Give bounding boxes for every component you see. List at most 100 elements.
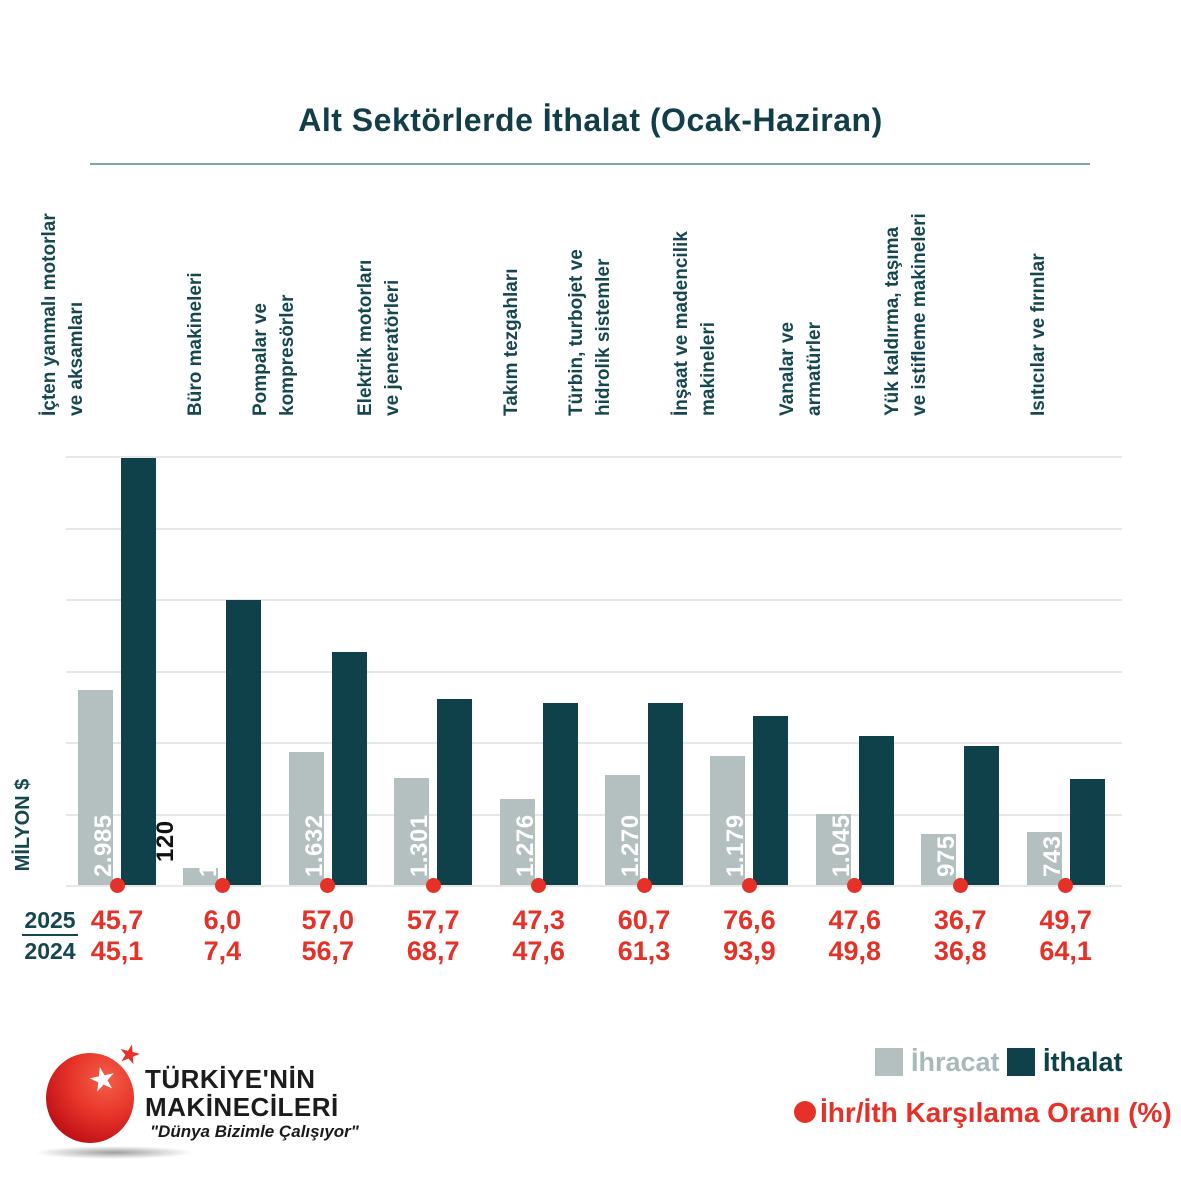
category-label: Vanalar ve armatürler <box>776 321 825 416</box>
category-label: Pompalar ve kompresörler <box>249 294 298 416</box>
value-label-ihracat: 369 <box>995 835 1023 877</box>
ratio-2025-value: 45,7 <box>90 905 144 935</box>
ratio-2025-value: 6,0 <box>203 905 242 935</box>
value-label-ihracat: 770 <box>574 835 601 877</box>
category-label: İçten yanmalı motorlar ve aksamları <box>39 213 87 416</box>
bar-ithalat <box>964 745 1000 885</box>
ratio-row-2025-label: 2025 <box>24 907 76 933</box>
logo-shadow <box>34 1146 194 1159</box>
y-axis-label: MİLYON $ <box>12 778 34 872</box>
bar-ihracat <box>183 867 219 885</box>
star-icon: ★ <box>114 1036 145 1072</box>
ratio-2024-value: 61,3 <box>617 936 671 966</box>
category-label: İnşaat ve madencilik makineleri <box>671 231 720 416</box>
ratio-2024-value: 49,8 <box>828 936 882 966</box>
value-label-ihracat: 120 <box>152 820 180 862</box>
bar-ihracat <box>605 774 640 885</box>
ratio-row-2024-label: 2024 <box>24 938 76 964</box>
ratio-dot-icon <box>1058 877 1074 893</box>
gridline <box>66 456 1122 458</box>
bar-ithalat <box>121 458 156 885</box>
bar-ithalat <box>437 698 473 885</box>
legend-ratio-label: İhr/İth Karşılama Oranı (%) <box>820 1097 1172 1128</box>
ratio-2024-value: 93,9 <box>723 936 776 966</box>
value-label-ithalat: 1.270 <box>617 814 644 877</box>
gridline <box>66 742 1122 744</box>
ratio-dot-icon <box>847 877 863 893</box>
bar-ihracat <box>815 813 851 885</box>
bar-ihracat <box>921 833 957 885</box>
ratio-2025-value: 47,3 <box>512 905 565 935</box>
logo-text-line1: TÜRKİYE'NİN <box>145 1064 316 1094</box>
gridline <box>66 599 1122 601</box>
bar-ihracat <box>710 755 746 885</box>
logo-text-line2: MAKİNECİLERİ <box>145 1092 339 1122</box>
value-label-ihracat: 751 <box>363 835 391 877</box>
value-label-ithalat: 1.632 <box>300 814 328 877</box>
ratio-2025-value: 60,7 <box>617 905 671 935</box>
gridline <box>66 813 1122 816</box>
bar-ithalat <box>858 735 894 885</box>
bar-ithalat <box>648 703 683 885</box>
ratio-2025-value: 76,6 <box>723 905 776 935</box>
ratio-2024-value: 68,7 <box>406 936 460 966</box>
ratio-dot-icon <box>794 1101 816 1123</box>
gridline <box>66 527 1122 530</box>
value-label-ihracat: 903 <box>679 835 707 877</box>
value-label-ithalat: 1.179 <box>722 814 750 877</box>
ratio-2025-value: 57,0 <box>301 905 355 935</box>
ratio-2024-value: 56,7 <box>301 936 355 966</box>
category-label: Türbin, turbojet ve hidrolik sistemler <box>566 249 614 416</box>
value-label-ihracat: 930 <box>257 835 285 877</box>
category-label: Büro makineleri <box>184 272 206 416</box>
gridline <box>66 670 1122 673</box>
category-label: Yük kaldırma, taşıma ve istifleme makine… <box>882 213 931 416</box>
ratio-2025-value: 36,7 <box>933 905 987 935</box>
category-label: Takım tezgahları <box>501 268 523 416</box>
value-label-ithalat: 743 <box>1038 835 1066 877</box>
category-label: Elektrik motorları ve jeneratörleri <box>355 259 404 416</box>
legend-ihracat-swatch <box>875 1048 903 1076</box>
value-label-ithalat: 1.301 <box>406 814 434 877</box>
value-label-ithalat: 1.045 <box>827 814 855 877</box>
ratio-dot-icon <box>109 877 125 893</box>
ratio-dot-icon <box>952 877 968 893</box>
bar-ihracat <box>288 752 324 885</box>
x-axis-baseline <box>66 885 1122 887</box>
ratio-dot-icon <box>425 877 441 893</box>
category-label: Isıtıcılar ve fırınlar <box>1028 253 1050 416</box>
ratio-2025-value: 49,7 <box>1039 905 1092 935</box>
bar-ithalat <box>1069 778 1105 885</box>
page-title: Alt Sektörlerde İthalat (Ocak-Haziran) <box>298 102 883 138</box>
ratio-2024-value: 36,8 <box>933 936 987 966</box>
legend-ithalat-swatch <box>1007 1048 1035 1076</box>
title-divider <box>90 163 1090 165</box>
bar-ihracat <box>78 690 113 885</box>
ratio-dot-icon <box>741 877 757 893</box>
ratio-2024-value: 64,1 <box>1039 936 1092 966</box>
bar-ihracat <box>1026 832 1062 885</box>
value-label-ihracat: 1.363 <box>47 814 74 877</box>
ratio-fraction-divider <box>22 934 78 936</box>
bar-ihracat <box>499 798 535 885</box>
legend-ithalat-label: İthalat <box>1043 1047 1123 1077</box>
ratio-2025-value: 47,6 <box>828 905 882 935</box>
value-label-ithalat: 2.985 <box>90 814 117 877</box>
bar-ithalat <box>542 702 578 885</box>
value-label-ihracat: 498 <box>784 835 812 877</box>
ratio-2025-value: 57,7 <box>406 905 460 935</box>
bar-ihracat <box>394 777 430 885</box>
value-label-ithalat: 1.996 <box>195 814 223 877</box>
ratio-2024-value: 7,4 <box>203 936 242 966</box>
ratio-dot-icon <box>320 877 336 893</box>
value-label-ihracat: 358 <box>890 835 918 877</box>
bar-ithalat <box>331 651 367 885</box>
bar-ithalat <box>226 599 262 885</box>
value-label-ithalat: 975 <box>933 835 961 877</box>
ratio-dot-icon <box>214 877 230 893</box>
logo-tagline: "Dünya Bizimle Çalışıyor" <box>150 1122 359 1141</box>
ratio-2024-value: 47,6 <box>512 936 565 966</box>
legend-ihracat-label: İhracat <box>911 1047 1000 1077</box>
value-label-ithalat: 1.276 <box>511 814 539 877</box>
